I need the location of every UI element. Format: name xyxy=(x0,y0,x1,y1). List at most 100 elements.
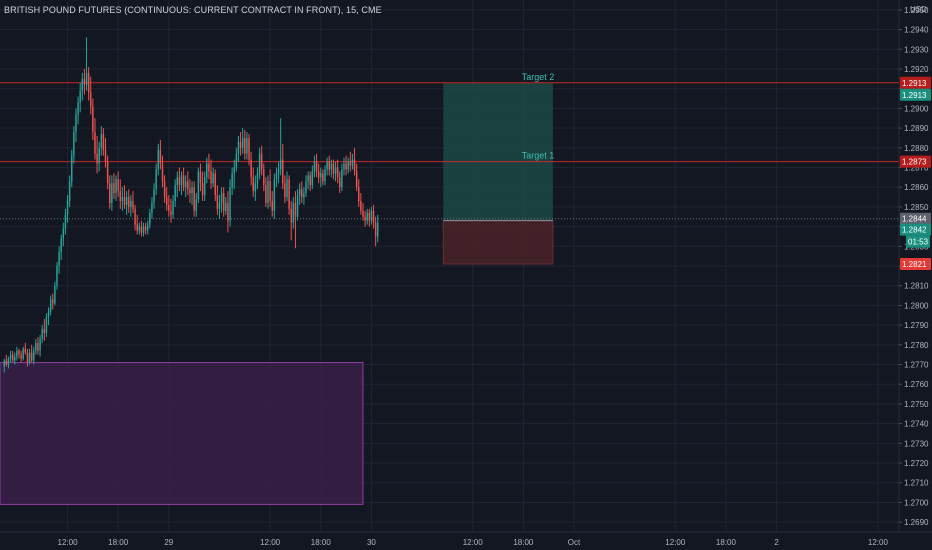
candle xyxy=(305,181,307,194)
candle xyxy=(66,200,69,215)
price-axis-label: 1.2790 xyxy=(904,321,929,330)
candle xyxy=(298,189,301,196)
candle xyxy=(377,222,379,237)
candle xyxy=(184,181,187,188)
candle xyxy=(273,179,276,211)
candle xyxy=(71,155,73,182)
candle xyxy=(140,226,143,233)
candle xyxy=(250,159,252,178)
price-axis-label: 1.2900 xyxy=(904,104,929,113)
candle xyxy=(317,171,320,178)
candle xyxy=(180,175,183,186)
candle xyxy=(254,183,257,192)
candle xyxy=(328,161,330,170)
candle xyxy=(330,163,333,170)
candle xyxy=(294,202,297,217)
price-tag-text: 1.2913 xyxy=(902,91,927,100)
candle xyxy=(54,285,56,304)
candle xyxy=(60,238,62,253)
candle xyxy=(265,185,267,203)
candle xyxy=(199,171,202,184)
candle xyxy=(113,183,115,194)
candle xyxy=(241,137,244,148)
time-axis-panel xyxy=(0,532,932,550)
candle xyxy=(174,185,176,201)
price-axis-label: 1.2860 xyxy=(904,183,929,192)
candle xyxy=(347,161,349,170)
candle xyxy=(161,163,164,182)
candle xyxy=(94,132,96,154)
candle xyxy=(130,200,132,207)
candle xyxy=(301,189,303,198)
candle xyxy=(153,189,155,203)
candle xyxy=(142,226,145,233)
time-axis-label: 12:00 xyxy=(260,538,281,547)
candle xyxy=(26,352,29,363)
candle xyxy=(81,78,84,91)
candle xyxy=(229,187,231,221)
candle xyxy=(324,169,326,182)
loss-zone xyxy=(442,220,554,265)
candle xyxy=(263,169,265,186)
candle xyxy=(332,163,335,174)
candle xyxy=(47,311,50,318)
candle xyxy=(18,350,20,355)
candle xyxy=(256,173,259,184)
candle xyxy=(165,197,168,205)
candle xyxy=(286,179,288,198)
candle xyxy=(136,224,138,231)
price-tag-text: 1.2873 xyxy=(902,158,927,167)
price-axis-label: 1.2760 xyxy=(904,380,929,389)
candle xyxy=(62,228,65,239)
candle xyxy=(64,214,67,229)
candle xyxy=(132,200,134,209)
candle xyxy=(149,212,151,225)
price-axis-label: 1.2740 xyxy=(904,420,929,429)
candle xyxy=(222,193,225,211)
candle xyxy=(182,175,185,188)
candle xyxy=(303,193,305,198)
candle xyxy=(368,212,371,221)
candle xyxy=(288,179,290,209)
candle xyxy=(292,202,295,223)
candle xyxy=(193,187,195,211)
candle xyxy=(22,348,24,359)
candle xyxy=(85,72,88,85)
price-tag-profit xyxy=(900,88,931,101)
candle xyxy=(7,358,10,365)
candle xyxy=(189,189,191,194)
price-axis-label: 1.2950 xyxy=(904,6,929,15)
candle xyxy=(326,161,328,170)
candle xyxy=(195,199,197,211)
candle xyxy=(231,173,233,188)
candle xyxy=(151,202,153,213)
candle xyxy=(73,132,75,156)
candle xyxy=(355,171,358,188)
candle xyxy=(56,266,58,286)
time-axis-label: 12:00 xyxy=(665,538,686,547)
candle xyxy=(90,92,92,107)
time-axis-label: 18:00 xyxy=(311,538,332,547)
candle xyxy=(206,163,208,178)
candle xyxy=(170,210,172,215)
price-axis-label: 1.2730 xyxy=(904,439,929,448)
candle xyxy=(123,197,126,205)
time-axis-label: 12:00 xyxy=(58,538,79,547)
candle xyxy=(121,197,124,201)
candle xyxy=(52,299,54,304)
candle xyxy=(37,342,39,351)
candle xyxy=(258,153,261,174)
candle xyxy=(119,191,122,201)
candle xyxy=(117,179,119,192)
candle xyxy=(102,133,105,150)
price-axis-label: 1.2920 xyxy=(904,65,929,74)
price-axis-label: 1.2750 xyxy=(904,400,929,409)
candle xyxy=(83,78,86,85)
candle xyxy=(208,163,210,172)
price-axis-label: 1.2810 xyxy=(904,282,929,291)
candle xyxy=(334,167,337,174)
chart-title: BRITISH POUND FUTURES (CONTINUOUS: CURRE… xyxy=(4,5,382,15)
price-axis-label: 1.2780 xyxy=(904,341,929,350)
